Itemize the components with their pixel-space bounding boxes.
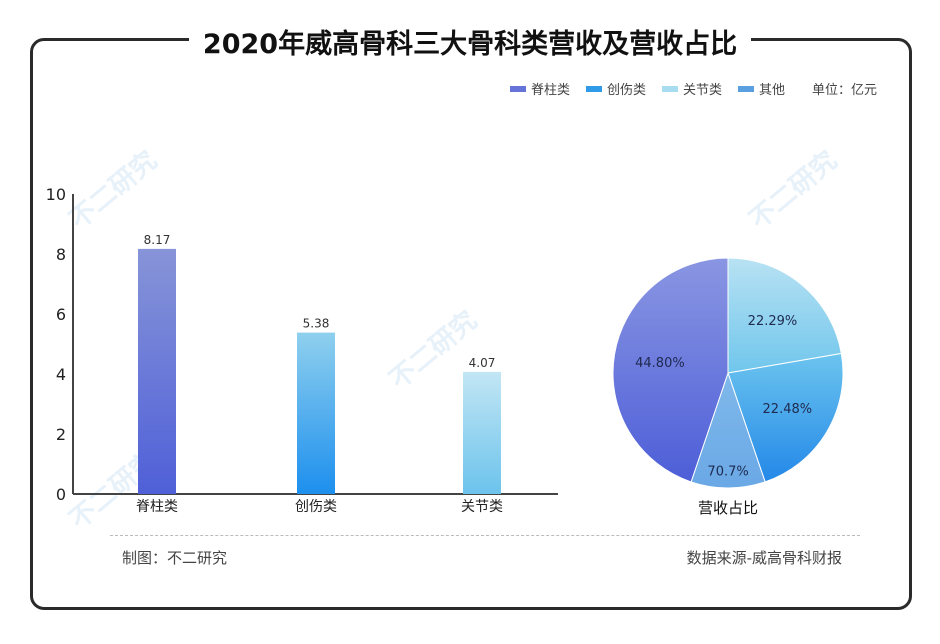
y-tick-label: 10 <box>46 185 66 204</box>
legend: 脊柱类 创伤类 关节类 其他 <box>510 79 801 98</box>
unit-label: 单位：亿元 <box>812 83 878 98</box>
pie-slice-label: 22.29% <box>748 314 798 329</box>
divider <box>110 535 860 536</box>
legend-swatch <box>586 85 603 92</box>
pie-slice-创伤类 <box>727 352 844 483</box>
legend-item: 其他 <box>738 79 785 98</box>
source-text: 数据来源-威高骨科财报 <box>686 549 842 567</box>
legend-swatch <box>662 85 679 92</box>
y-tick-label: 8 <box>56 245 66 264</box>
legend-item: 关节类 <box>662 79 722 98</box>
legend-item: 脊柱类 <box>510 79 570 98</box>
bar-创伤类 <box>297 332 335 494</box>
x-tick-label: 脊柱类 <box>136 499 178 515</box>
legend-label: 脊柱类 <box>531 83 571 98</box>
legend-swatch <box>510 85 526 92</box>
pie-slice-label: 44.80% <box>635 356 685 371</box>
x-tick-label: 关节类 <box>461 499 503 515</box>
chart-title-wrap: 2020年威高骨科三大骨科类营收及营收占比 <box>0 22 940 61</box>
pie-slice-关节类 <box>727 257 842 374</box>
y-tick-label: 4 <box>56 365 66 384</box>
legend-label: 创伤类 <box>607 83 647 98</box>
x-tick-label: 创伤类 <box>295 499 337 515</box>
y-tick-label: 0 <box>56 485 66 504</box>
legend-item: 创伤类 <box>586 79 646 98</box>
pie-title: 营收占比 <box>698 499 758 517</box>
chart-title: 2020年威高骨科三大骨科类营收及营收占比 <box>188 29 752 60</box>
pie-slice-其他 <box>690 371 766 489</box>
bar-data-label: 8.17 <box>144 233 171 247</box>
legend-label: 其他 <box>759 83 786 98</box>
legend-label: 关节类 <box>683 83 723 98</box>
pie-slice-label: 70.7% <box>707 465 748 480</box>
y-tick-label: 2 <box>56 425 66 444</box>
bar-脊柱类 <box>138 248 176 494</box>
pie-slice-脊柱类 <box>612 257 729 483</box>
bar-data-label: 4.07 <box>469 356 496 370</box>
bar-关节类 <box>463 371 501 494</box>
legend-swatch <box>738 85 755 92</box>
y-tick-label: 6 <box>56 305 66 324</box>
bar-data-label: 5.38 <box>303 317 330 331</box>
credit-text: 制图：不二研究 <box>122 549 228 567</box>
pie-slice-label: 22.48% <box>763 402 813 417</box>
